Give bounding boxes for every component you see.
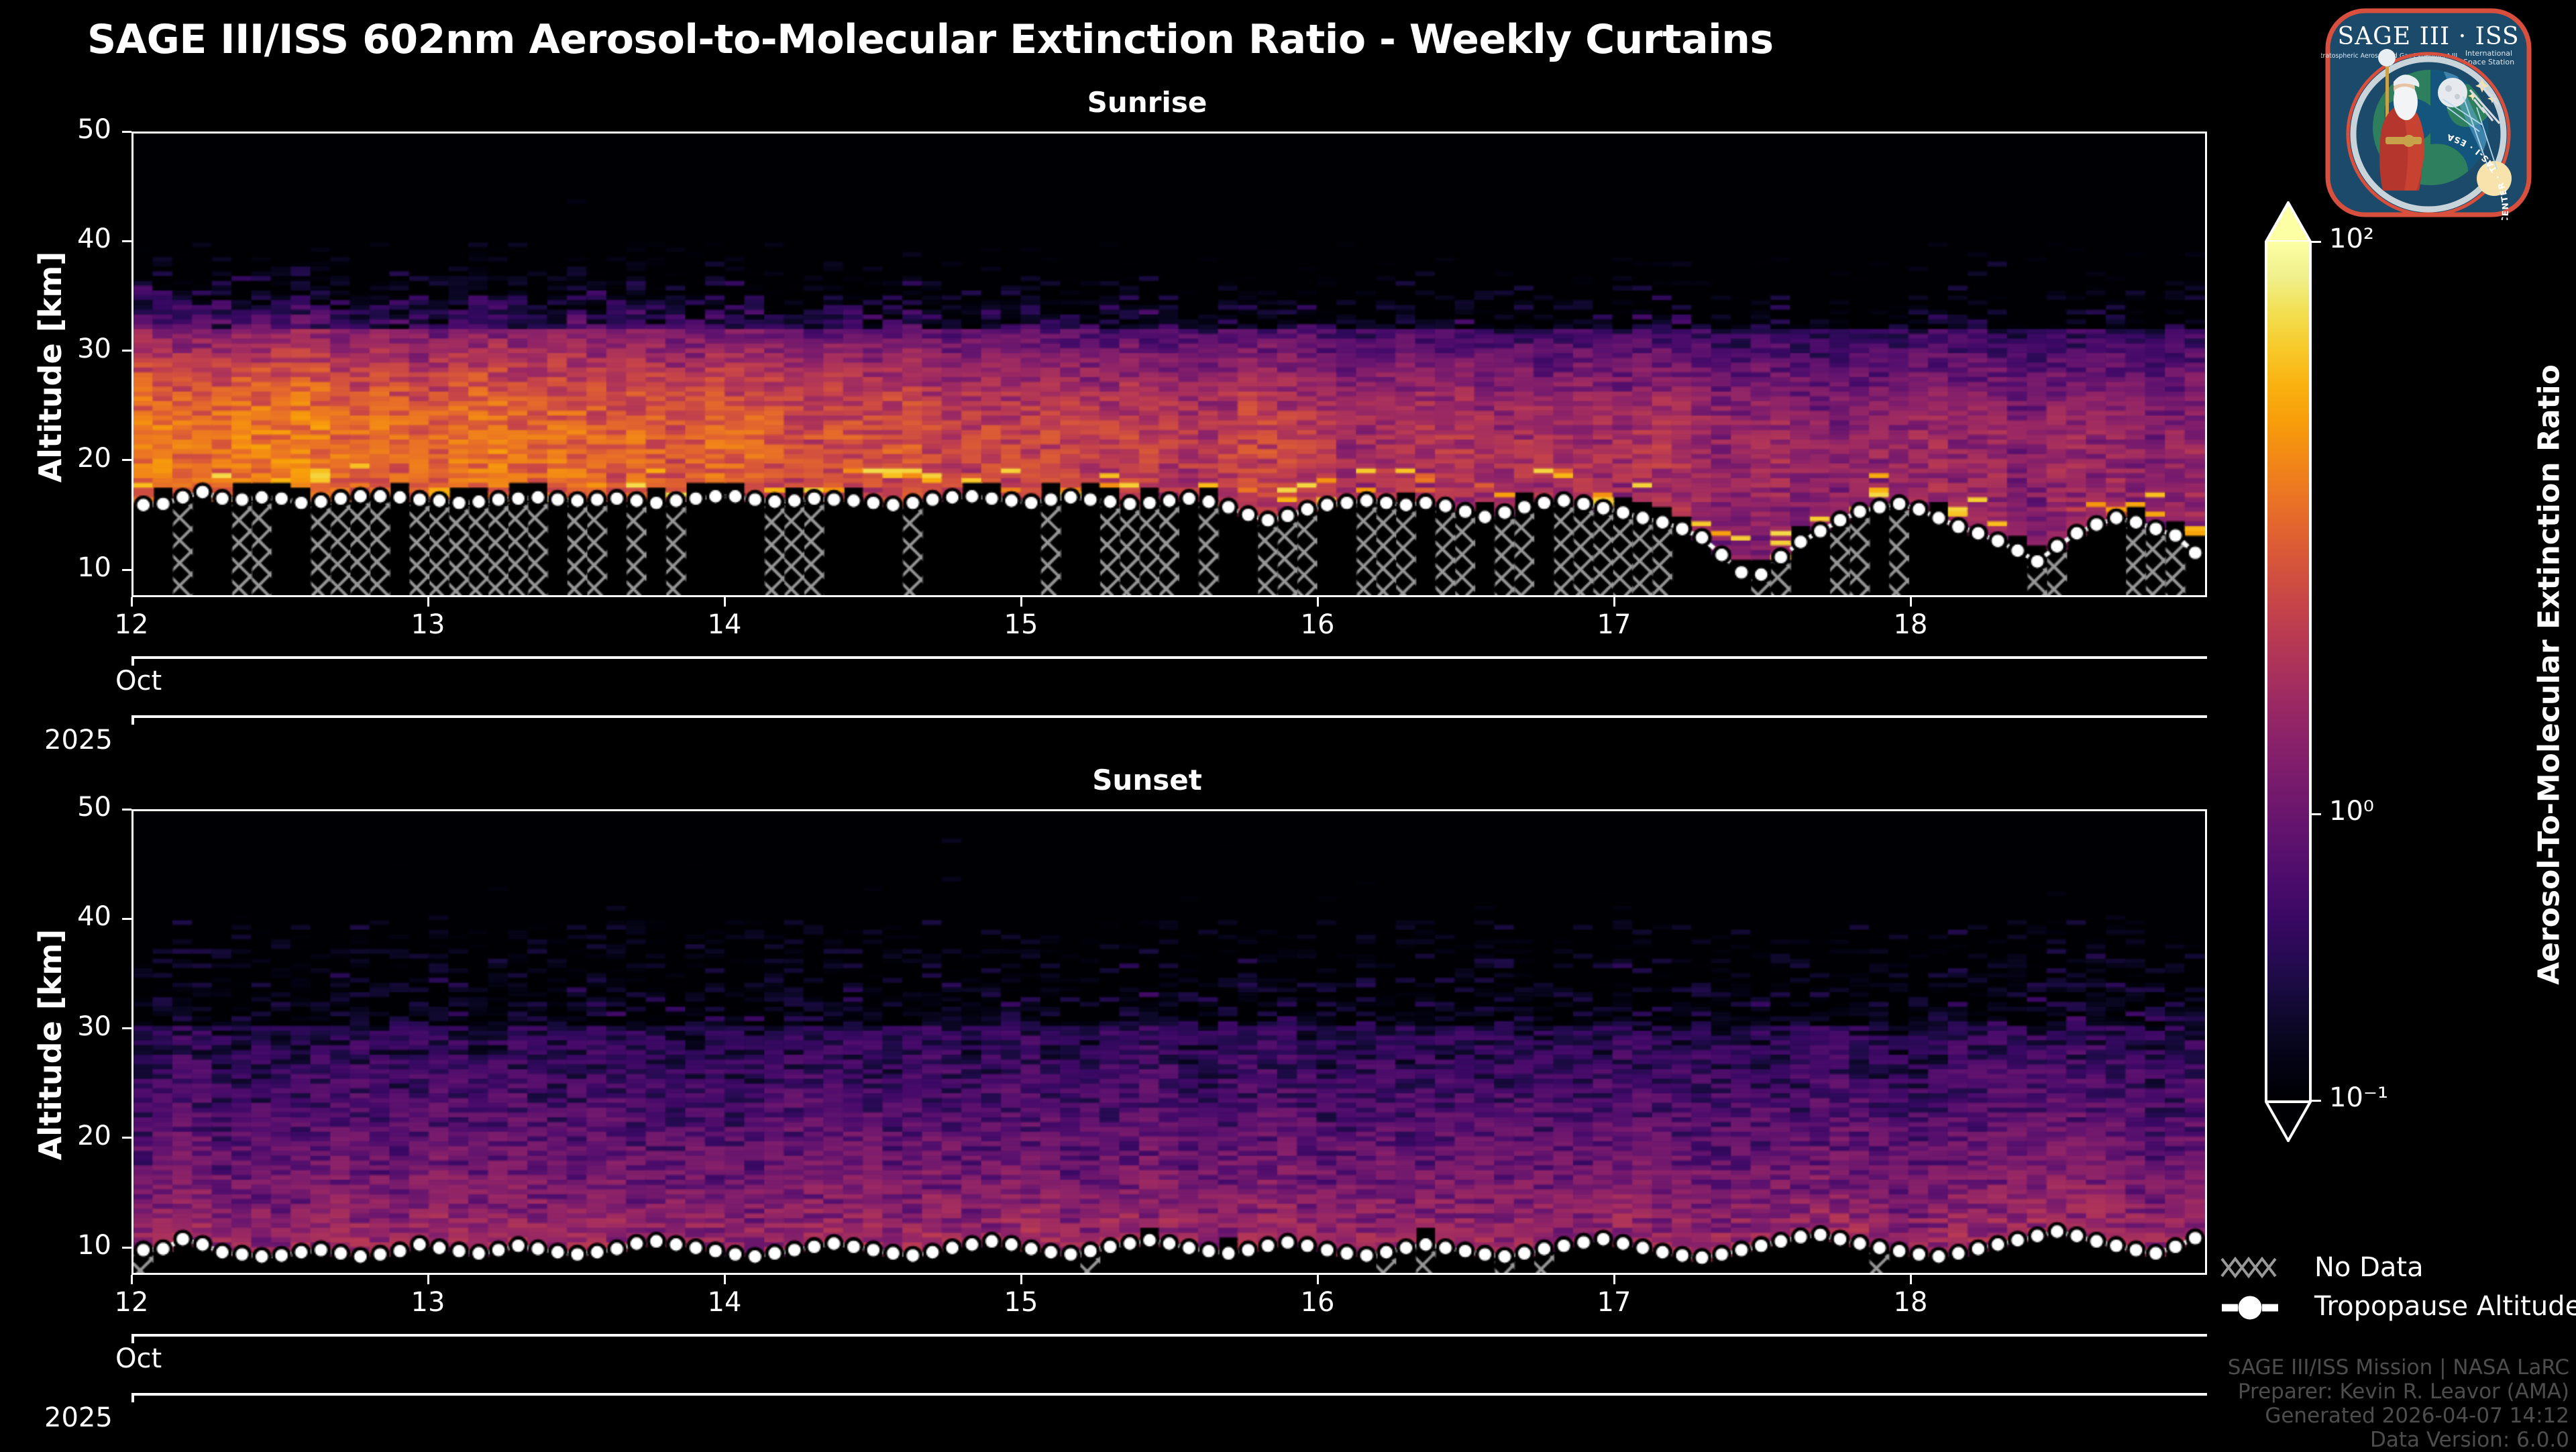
sunset-xtick-mark-15 [1020,1275,1022,1284]
sunrise-xtick-label-18: 18 [1893,609,1928,640]
colorbar[interactable] [2265,201,2312,1142]
sunset-xtick-mark-16 [1316,1275,1319,1284]
colorbar-tick-label-0: 10² [2329,223,2374,254]
page-title: SAGE III/ISS 602nm Aerosol-to-Molecular … [87,16,1774,63]
sunrise-xtick-label-15: 15 [1004,609,1038,640]
colorbar-tick-label-1: 10⁰ [2329,796,2374,827]
sunrise-xtick-mark-15 [1020,597,1022,607]
legend-label-tropopause: Tropopause Altitude [2314,1291,2576,1322]
sunset-xtick-label-18: 18 [1893,1287,1928,1318]
sunrise-xaxis-level3-tick [131,715,134,725]
sunset-xtick-label-17: 17 [1597,1287,1631,1318]
sunset-xaxis-level2-tick [131,1334,134,1343]
dashed-dot-marker-icon [2220,1288,2301,1327]
logo-title: SAGE III · ISS [2337,23,2519,50]
sunrise-xtick-mark-16 [1316,597,1319,607]
legend-item-no-data[interactable]: No Data [2220,1249,2569,1288]
sunrise-xaxis-level3-line [131,715,2207,718]
footer-line-preparer: Preparer: Kevin R. Leavor (AMA) [2237,1380,2569,1404]
sunrise-plot-area[interactable] [131,132,2207,597]
colorbar-extend-bottom-arrow [2265,1100,2312,1142]
sunrise-xtick-mark-13 [427,597,429,607]
sunset-xtick-label-15: 15 [1004,1287,1038,1318]
sunrise-xaxis-level2-tick [131,656,134,666]
sunset-xtick-label-12: 12 [114,1287,149,1318]
sunrise-xtick-label-16: 16 [1300,609,1335,640]
legend-item-tropopause[interactable]: Tropopause Altitude [2220,1288,2576,1327]
sunset-plot-area[interactable] [131,809,2207,1275]
colorbar-axis-label: Aerosol-To-Molecular Extinction Ratio [2532,364,2567,985]
hatch-swatch-icon [2220,1249,2301,1288]
footer-line-generated: Generated 2026-04-07 14:12 [2265,1404,2569,1428]
footer-line-mission: SAGE III/ISS Mission | NASA LaRC [2227,1355,2569,1380]
sunrise-ytick-mark-30 [122,350,131,352]
sunrise-ytick-mark-20 [122,459,131,462]
sunset-xtick-label-14: 14 [707,1287,742,1318]
sunrise-y-axis-label: Altitude [km] [32,251,68,483]
legend-label-no-data: No Data [2314,1252,2424,1283]
sunset-ytick-mark-30 [122,1027,131,1030]
legend: No Data Tropopause Altitude [2220,1249,2576,1327]
colorbar-tick-mark-2 [2312,1099,2321,1102]
sunrise-heatmap-canvas [133,134,2205,595]
sunset-xtick-mark-17 [1613,1275,1615,1284]
sunset-xaxis-level2-line [131,1334,2207,1337]
footer-credits: SAGE III/ISS Mission | NASA LaRC Prepare… [1945,1355,2569,1452]
colorbar-tick-mark-1 [2312,813,2321,815]
logo-subtitle-right-1: International [2465,49,2512,58]
sunset-xaxis-level3-line [131,1393,2207,1396]
sunrise-ytick-mark-50 [122,130,131,133]
logo-subtitle-right-2: Space Station [2463,58,2514,66]
footer-line-version: Data Version: 6.0.0 [2369,1428,2569,1452]
sunset-panel-title: Sunset [1092,764,1202,796]
sunrise-xtick-mark-12 [130,597,133,607]
sunset-xtick-mark-13 [427,1275,429,1284]
sunrise-ytick-mark-40 [122,240,131,242]
sunrise-xaxis-level2-line [131,656,2207,659]
sunset-ytick-mark-40 [122,917,131,920]
sunset-xaxis-level3-tick [131,1393,134,1402]
sunset-ytick-mark-10 [122,1246,131,1249]
colorbar-tick-label-2: 10⁻¹ [2329,1082,2389,1113]
sunset-xtick-mark-14 [723,1275,726,1284]
colorbar-extend-top-arrow [2265,201,2312,243]
sunrise-xtick-label-13: 13 [411,609,445,640]
sunrise-xtick-label-12: 12 [114,609,149,640]
sunrise-panel-title: Sunrise [1087,86,1208,119]
sunset-xaxis-level2-label: Oct [115,1343,162,1374]
sunset-heatmap-canvas [133,811,2205,1273]
sunset-y-axis-label: Altitude [km] [32,929,68,1161]
colorbar-gradient [2265,242,2312,1100]
sunset-ytick-mark-50 [122,808,131,811]
sunrise-xtick-mark-14 [723,597,726,607]
sunrise-xtick-mark-18 [1909,597,1912,607]
sunset-xtick-label-13: 13 [411,1287,445,1318]
sunset-xtick-mark-18 [1909,1275,1912,1284]
sunset-xaxis-level3-label: 2025 [44,1402,113,1433]
sunrise-ytick-mark-10 [122,568,131,571]
sunset-ytick-mark-20 [122,1137,131,1139]
sunset-xtick-label-16: 16 [1300,1287,1335,1318]
sunrise-xtick-label-14: 14 [707,609,742,640]
sunrise-xaxis-level3-label: 2025 [44,725,113,756]
sunrise-xtick-mark-17 [1613,597,1615,607]
sunset-xtick-mark-12 [130,1275,133,1284]
sunrise-xtick-label-17: 17 [1597,609,1631,640]
colorbar-border [2265,242,2312,1100]
sunrise-xaxis-level2-label: Oct [115,666,162,696]
colorbar-tick-mark-0 [2312,240,2321,243]
